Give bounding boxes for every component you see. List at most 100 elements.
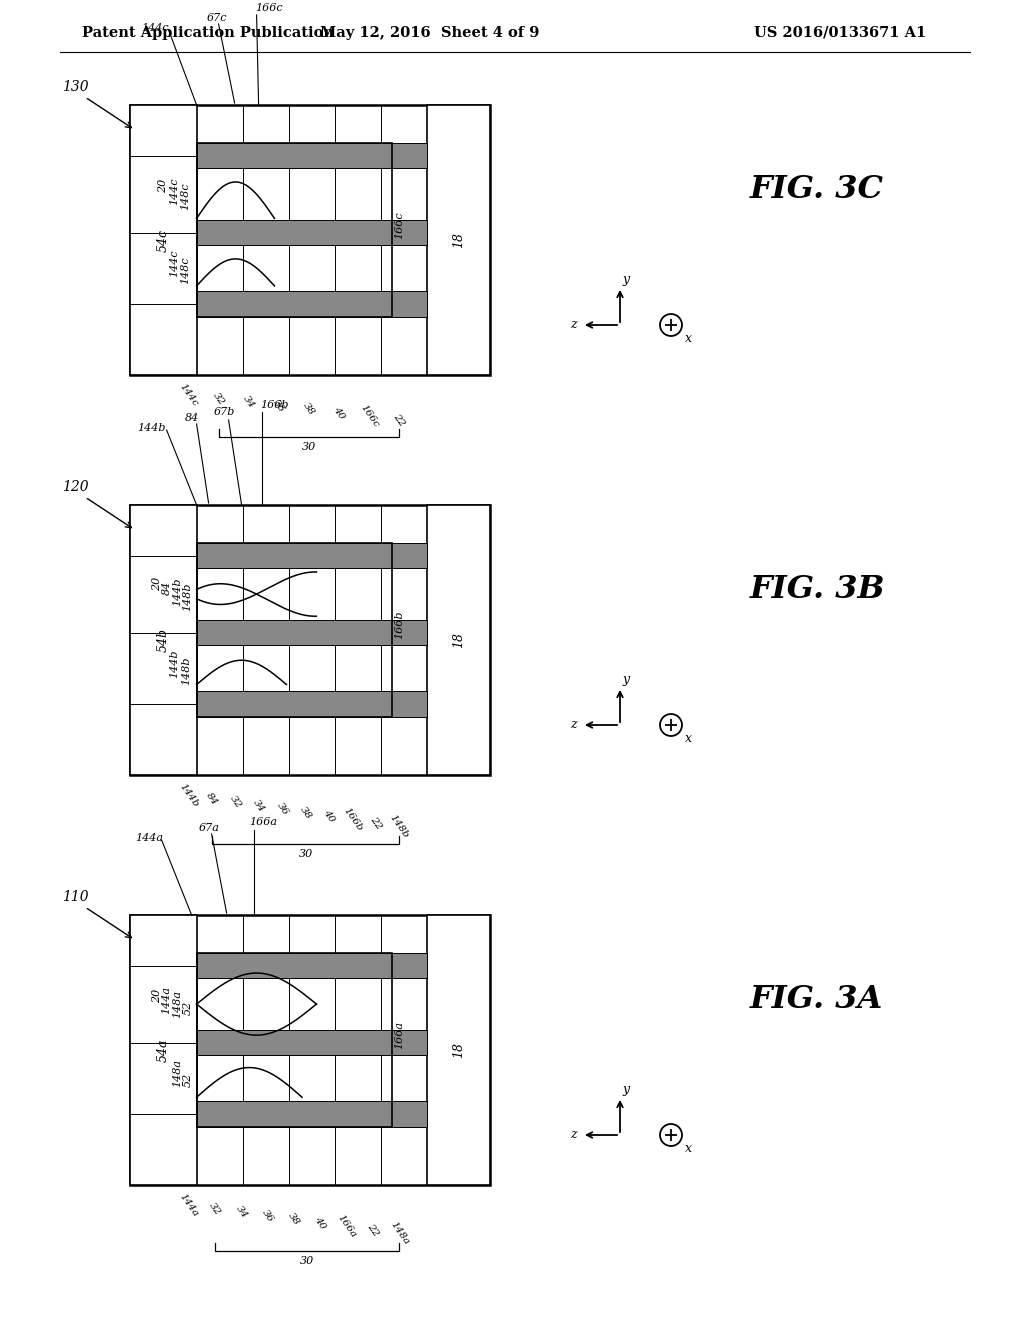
Text: 148a: 148a [388, 1220, 411, 1246]
Bar [130, 506, 197, 775]
Text: y: y [623, 273, 630, 286]
Text: 144a: 144a [177, 1192, 200, 1218]
Text: 20: 20 [152, 577, 162, 591]
Text: x: x [684, 733, 691, 746]
Text: 20: 20 [158, 180, 168, 193]
Text: 18: 18 [452, 232, 465, 248]
Text: 144b: 144b [170, 649, 179, 677]
Bar [197, 143, 392, 317]
Text: 166a: 166a [336, 1213, 357, 1239]
Text: 20: 20 [152, 989, 162, 1003]
Bar [130, 915, 490, 1185]
Text: z: z [569, 1129, 577, 1142]
Text: y: y [623, 1084, 630, 1097]
Text: 166b: 166b [260, 400, 289, 411]
Text: 34: 34 [242, 393, 256, 411]
Text: May 12, 2016  Sheet 4 of 9: May 12, 2016 Sheet 4 of 9 [321, 26, 540, 40]
Text: 144c: 144c [140, 22, 168, 33]
Text: 54c: 54c [157, 228, 170, 252]
Text: 32: 32 [208, 1200, 222, 1217]
Text: x: x [684, 1143, 691, 1155]
Text: 144a: 144a [162, 986, 172, 1014]
Bar [197, 953, 392, 1127]
Text: 22: 22 [369, 814, 383, 832]
Bar [130, 915, 197, 1185]
Text: 67c: 67c [207, 13, 227, 22]
Bar [197, 292, 427, 317]
Text: US 2016/0133671 A1: US 2016/0133671 A1 [754, 26, 926, 40]
Text: 166a: 166a [250, 817, 278, 828]
Text: 144b: 144b [177, 781, 200, 808]
Bar [197, 219, 427, 246]
Text: 36: 36 [274, 801, 290, 817]
Bar [197, 543, 392, 717]
Text: 166a: 166a [394, 1020, 404, 1049]
Text: 166c: 166c [255, 3, 283, 13]
Text: 36: 36 [260, 1208, 275, 1224]
Text: 30: 30 [299, 849, 312, 859]
Text: 22: 22 [366, 1221, 381, 1238]
Bar [130, 106, 490, 375]
Text: 144a: 144a [135, 833, 164, 843]
Text: 54b: 54b [157, 628, 170, 652]
Text: 67b: 67b [214, 407, 236, 417]
Bar [130, 506, 490, 775]
Text: 38: 38 [298, 804, 313, 821]
Bar [197, 1101, 427, 1127]
Text: 67a: 67a [199, 822, 220, 833]
Text: 110: 110 [61, 890, 88, 904]
Bar [197, 1030, 427, 1056]
Text: 34: 34 [251, 797, 266, 813]
Text: x: x [684, 333, 691, 346]
Bar [130, 106, 197, 375]
Text: z: z [569, 318, 577, 331]
Text: 40: 40 [332, 404, 346, 421]
Text: 148c: 148c [180, 256, 190, 284]
Text: 144c: 144c [170, 177, 179, 205]
Text: 148c: 148c [180, 182, 190, 210]
Text: 148b: 148b [182, 583, 193, 611]
Text: 40: 40 [313, 1214, 328, 1230]
Text: y: y [623, 673, 630, 686]
Text: 18: 18 [452, 632, 465, 648]
Bar [427, 915, 490, 1185]
Text: 18: 18 [452, 1041, 465, 1059]
Text: 32: 32 [211, 391, 226, 407]
Text: 148b: 148b [388, 813, 411, 840]
Text: 30: 30 [300, 1255, 314, 1266]
Text: 84: 84 [162, 581, 172, 595]
Text: 40: 40 [322, 808, 337, 824]
Text: 144b: 144b [137, 422, 166, 433]
Text: 84: 84 [184, 413, 199, 422]
Text: 166b: 166b [394, 611, 404, 639]
Text: 38: 38 [287, 1210, 301, 1228]
Text: 84: 84 [205, 791, 219, 807]
Text: 22: 22 [392, 412, 407, 428]
Text: 144c: 144c [177, 381, 200, 408]
Text: 120: 120 [61, 480, 88, 494]
Text: 148a: 148a [173, 1060, 182, 1088]
Text: 148a: 148a [173, 990, 182, 1018]
Text: 166c: 166c [394, 211, 404, 239]
Text: 144b: 144b [173, 578, 182, 606]
Text: 32: 32 [228, 795, 243, 810]
Bar [197, 953, 427, 978]
Text: 52: 52 [182, 1001, 193, 1015]
Text: FIG. 3B: FIG. 3B [750, 574, 886, 606]
Bar [197, 692, 427, 717]
Text: 52: 52 [182, 1073, 193, 1088]
Bar [197, 143, 427, 169]
Text: 38: 38 [301, 401, 316, 417]
Text: 144c: 144c [170, 249, 179, 277]
Text: 34: 34 [233, 1204, 249, 1220]
Text: 36: 36 [271, 397, 287, 413]
Bar [197, 543, 427, 569]
Text: Patent Application Publication: Patent Application Publication [82, 26, 334, 40]
Text: 166b: 166b [341, 807, 364, 833]
Text: FIG. 3C: FIG. 3C [750, 174, 884, 206]
Text: FIG. 3A: FIG. 3A [750, 985, 884, 1015]
Bar [427, 506, 490, 775]
Bar [197, 620, 427, 645]
Text: z: z [569, 718, 577, 731]
Text: 130: 130 [61, 81, 88, 94]
